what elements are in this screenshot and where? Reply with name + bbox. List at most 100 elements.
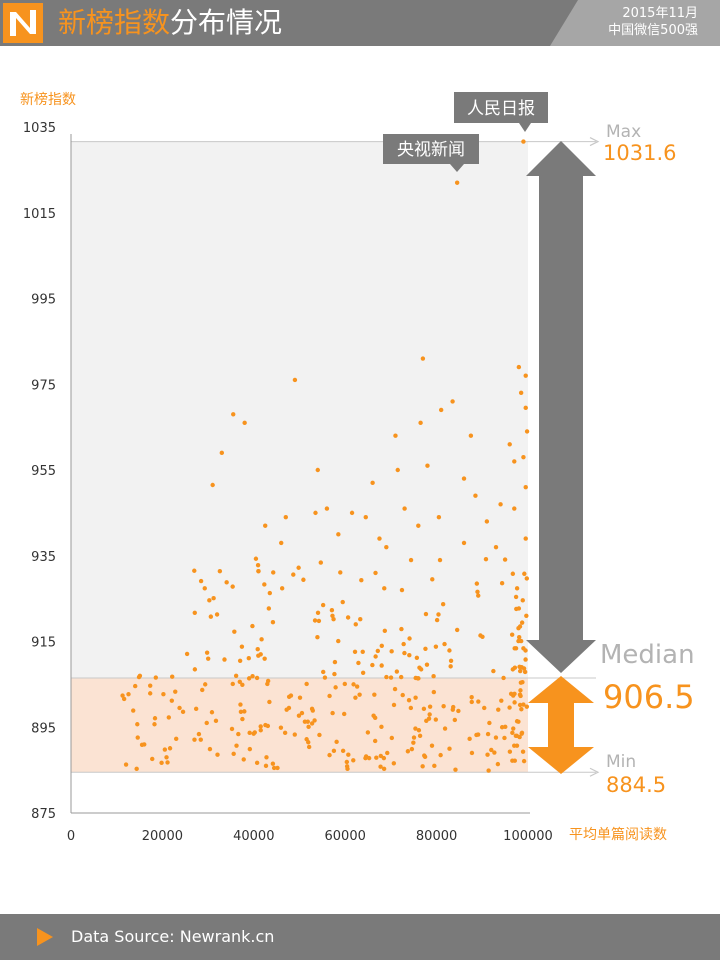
data-point — [292, 732, 297, 737]
data-point — [476, 699, 481, 704]
data-point — [270, 620, 276, 625]
data-point — [304, 681, 309, 687]
data-point — [327, 693, 332, 699]
data-point — [342, 711, 347, 717]
data-point — [203, 682, 208, 687]
data-point — [406, 698, 412, 703]
data-point — [170, 674, 175, 679]
data-point — [210, 482, 215, 488]
data-point — [353, 622, 358, 627]
data-point — [351, 758, 356, 763]
data-point — [246, 676, 252, 681]
data-point — [424, 662, 430, 667]
data-point — [137, 673, 143, 678]
data-point — [425, 463, 430, 468]
data-point — [517, 734, 522, 740]
data-point — [264, 755, 269, 760]
data-point — [483, 556, 489, 562]
data-point — [393, 433, 398, 438]
data-point — [320, 602, 326, 608]
data-point — [219, 450, 225, 456]
data-point — [521, 454, 526, 460]
data-source: Data Source: Newrank.cn — [71, 927, 275, 946]
callout-label: 央视新闻 — [397, 140, 465, 160]
data-point — [402, 650, 407, 656]
data-point — [240, 682, 245, 688]
data-point — [499, 698, 504, 703]
data-point — [246, 656, 252, 661]
data-point — [324, 506, 330, 511]
min-value: 884.5 — [606, 773, 666, 797]
data-point — [399, 587, 405, 593]
min-reference-line-arrowhead — [589, 767, 600, 777]
data-point — [407, 636, 412, 641]
data-point — [482, 705, 487, 711]
data-point — [453, 767, 458, 772]
x-axis-title: 平均单篇阅读数 — [569, 826, 667, 843]
data-point — [520, 598, 525, 603]
median-label: Median — [600, 640, 695, 670]
data-point — [340, 599, 345, 605]
data-point — [417, 665, 422, 670]
data-point — [215, 752, 220, 757]
data-point — [379, 663, 384, 668]
data-point — [310, 708, 315, 713]
data-point — [351, 682, 356, 687]
data-point — [247, 746, 253, 752]
data-point — [180, 709, 186, 715]
data-point — [278, 725, 284, 730]
data-point — [520, 749, 526, 754]
y-tick-label: 935 — [31, 550, 56, 565]
data-point — [384, 674, 389, 680]
data-point — [331, 748, 337, 754]
data-point — [192, 667, 198, 672]
data-point — [450, 707, 455, 712]
data-point — [159, 760, 164, 766]
data-point — [502, 557, 508, 562]
data-point — [454, 180, 460, 185]
y-tick-label: 975 — [31, 378, 56, 393]
header-right-shape — [550, 0, 720, 46]
data-point — [433, 717, 439, 722]
data-point — [232, 629, 237, 634]
data-point — [313, 510, 318, 516]
data-point — [522, 669, 528, 675]
data-point — [267, 699, 272, 705]
data-point — [302, 719, 308, 724]
data-point — [354, 684, 360, 689]
data-point — [288, 693, 294, 698]
data-point — [332, 659, 338, 665]
data-point — [258, 724, 263, 729]
data-point — [332, 671, 337, 677]
data-point — [230, 681, 235, 687]
y-tick-label: 1035 — [23, 121, 56, 136]
data-point — [233, 673, 239, 678]
data-point — [411, 735, 417, 740]
data-point — [250, 623, 255, 629]
data-point — [292, 377, 298, 383]
data-point — [381, 755, 387, 761]
data-point — [519, 665, 524, 670]
data-point — [507, 749, 513, 754]
data-point — [519, 620, 525, 625]
data-point — [469, 695, 474, 700]
data-point — [239, 644, 245, 649]
data-point — [200, 687, 205, 693]
data-point — [263, 722, 268, 728]
data-point — [523, 373, 528, 378]
data-point — [434, 617, 440, 623]
max-reference-line-arrowhead — [589, 137, 600, 147]
data-point — [489, 747, 494, 753]
median-min-range-arrow — [528, 676, 594, 774]
data-point — [267, 590, 273, 596]
data-point — [381, 766, 387, 772]
data-point — [196, 731, 202, 737]
data-point — [432, 763, 437, 769]
data-point — [519, 707, 524, 712]
data-point — [211, 595, 216, 601]
data-point — [198, 737, 203, 742]
data-point — [139, 742, 145, 748]
data-point — [229, 726, 235, 732]
x-tick-label: 20000 — [142, 829, 183, 844]
data-point — [317, 732, 322, 738]
